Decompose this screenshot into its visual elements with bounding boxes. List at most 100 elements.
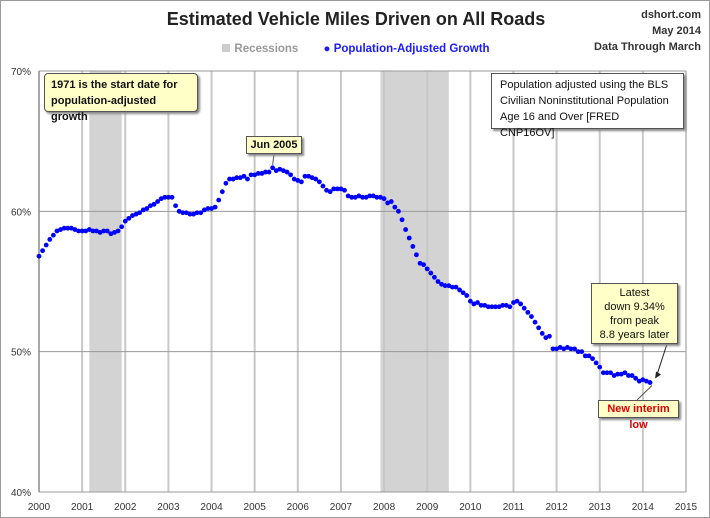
data-point bbox=[183, 210, 189, 216]
y-tick-label: 60% bbox=[11, 207, 31, 218]
data-point bbox=[94, 228, 99, 234]
data-point bbox=[86, 227, 92, 232]
data-point bbox=[507, 304, 513, 310]
data-point bbox=[457, 287, 462, 293]
data-point bbox=[467, 298, 473, 304]
legend-series: ● Population-Adjusted Growth bbox=[323, 43, 490, 55]
data-point bbox=[209, 206, 214, 211]
data-point bbox=[482, 302, 488, 308]
data-point bbox=[586, 353, 592, 359]
data-point bbox=[489, 304, 495, 310]
x-tick-label: 2012 bbox=[545, 502, 568, 513]
data-point bbox=[543, 335, 549, 341]
data-point bbox=[245, 176, 250, 182]
x-tick-label: 2013 bbox=[589, 502, 612, 513]
data-point bbox=[58, 227, 63, 232]
data-point bbox=[378, 194, 383, 200]
data-point bbox=[345, 193, 351, 199]
data-point bbox=[230, 176, 236, 182]
data-point bbox=[155, 199, 161, 204]
x-tick-label: 2010 bbox=[459, 502, 482, 513]
data-point bbox=[237, 175, 243, 181]
peak-label: Jun 2005 bbox=[246, 136, 302, 154]
data-point bbox=[219, 189, 225, 195]
data-point bbox=[575, 349, 581, 355]
data-point bbox=[119, 224, 125, 230]
data-point bbox=[561, 346, 567, 352]
data-point bbox=[611, 373, 617, 378]
data-point bbox=[313, 176, 319, 182]
data-point bbox=[248, 172, 254, 178]
data-point bbox=[363, 194, 369, 200]
data-point bbox=[579, 349, 585, 355]
data-point bbox=[424, 266, 430, 272]
data-point bbox=[370, 193, 376, 199]
data-point bbox=[471, 301, 477, 307]
data-point bbox=[446, 283, 452, 289]
data-point bbox=[140, 207, 146, 213]
y-tick-label: 50% bbox=[11, 348, 31, 359]
legend-recessions: Recessions bbox=[222, 43, 298, 55]
x-tick-label: 2004 bbox=[200, 502, 223, 513]
data-point bbox=[633, 375, 639, 381]
data-point bbox=[431, 274, 437, 280]
data-point bbox=[496, 304, 502, 310]
x-tick-label: 2008 bbox=[373, 502, 396, 513]
x-tick-label: 2011 bbox=[503, 502, 525, 513]
source-label: dshort.com bbox=[641, 9, 701, 21]
data-point bbox=[403, 227, 409, 232]
data-point bbox=[227, 176, 232, 182]
data-point bbox=[234, 175, 240, 181]
bls-note-line: Civilian Noninstitutional Population bbox=[500, 95, 669, 107]
data-point bbox=[306, 173, 311, 179]
data-point bbox=[212, 204, 218, 210]
data-point bbox=[435, 279, 441, 284]
data-point bbox=[166, 194, 171, 200]
data-point bbox=[263, 169, 268, 175]
data-point bbox=[43, 242, 49, 248]
data-point bbox=[475, 300, 480, 305]
data-point bbox=[518, 301, 524, 307]
data-point bbox=[191, 211, 196, 217]
data-point bbox=[216, 197, 222, 203]
y-tick-label: 40% bbox=[11, 488, 31, 499]
data-point bbox=[151, 201, 157, 207]
legend-series-label: Population-Adjusted Growth bbox=[333, 43, 490, 55]
x-tick-label: 2002 bbox=[114, 502, 137, 513]
data-point bbox=[428, 270, 434, 276]
data-point bbox=[198, 210, 204, 216]
latest-arrow bbox=[655, 343, 668, 378]
data-point bbox=[327, 189, 333, 195]
data-point bbox=[97, 229, 103, 235]
data-point bbox=[115, 228, 121, 234]
data-point bbox=[176, 208, 182, 214]
chart-title: Estimated Vehicle Miles Driven on All Ro… bbox=[166, 9, 546, 29]
data-point bbox=[521, 305, 527, 311]
data-point bbox=[539, 331, 545, 336]
data-point bbox=[478, 302, 484, 308]
bls-note-line: Population adjusted using the BLS bbox=[500, 79, 669, 91]
data-point bbox=[399, 217, 405, 223]
legend: Recessions ● Population-Adjusted Growth bbox=[1, 43, 709, 55]
data-point bbox=[600, 370, 606, 376]
data-point bbox=[442, 283, 448, 289]
data-point bbox=[572, 346, 577, 352]
data-point bbox=[273, 168, 279, 174]
data-point bbox=[396, 208, 401, 214]
data-point bbox=[316, 179, 322, 185]
data-point bbox=[514, 298, 520, 304]
data-point bbox=[536, 325, 542, 331]
data-point bbox=[352, 194, 358, 200]
data-through-label: Data Through March bbox=[594, 41, 701, 53]
data-point bbox=[295, 178, 301, 183]
data-point bbox=[241, 173, 247, 179]
x-tick-label: 2015 bbox=[675, 502, 698, 513]
data-point bbox=[597, 364, 603, 370]
data-point bbox=[367, 193, 373, 199]
recession-swatch bbox=[222, 44, 231, 52]
data-point bbox=[298, 179, 304, 185]
data-point bbox=[309, 175, 315, 181]
data-point bbox=[647, 380, 653, 385]
data-point bbox=[158, 196, 164, 202]
